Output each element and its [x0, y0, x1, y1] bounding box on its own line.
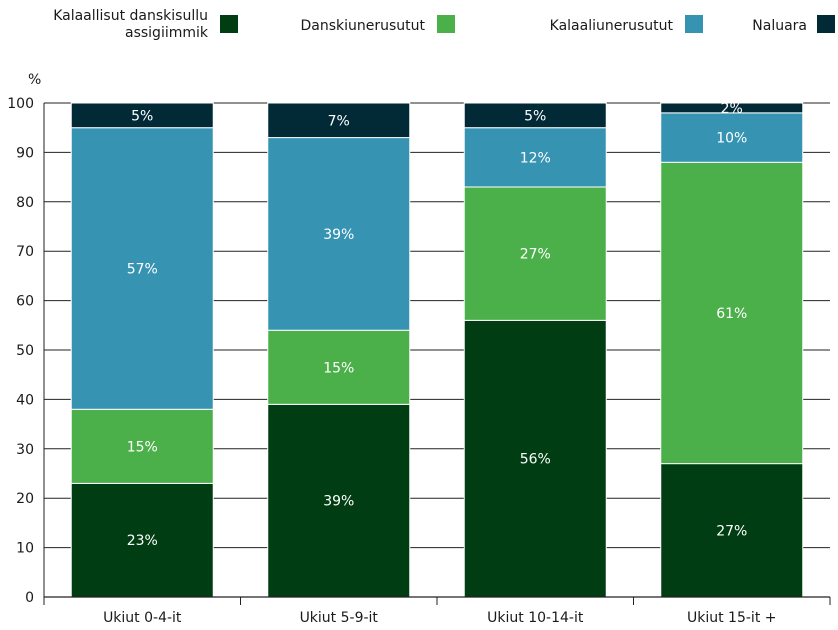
legend-label: assigiimmik	[125, 25, 209, 41]
data-label: 15%	[323, 360, 354, 376]
data-label: 57%	[127, 261, 158, 277]
bar-segment	[463, 319, 607, 598]
data-label: 5%	[131, 108, 153, 124]
bar-segment	[70, 127, 214, 410]
data-label: 27%	[520, 247, 551, 263]
bar-segment	[660, 112, 804, 163]
data-label: 23%	[127, 533, 158, 549]
y-tick-label: 0	[25, 590, 34, 606]
y-tick-label: 20	[16, 491, 34, 507]
y-tick-label: 70	[16, 244, 34, 260]
data-label: 39%	[323, 494, 354, 510]
data-label: 15%	[127, 439, 158, 455]
axes: Ukiut 0-4-it Ukiut 5-9-it Ukiut 10-14-it Uk…	[43, 103, 831, 626]
bar-segment	[70, 482, 214, 598]
bars: 23% 15% 57% 5% 39% 15% 39% 7% 56% 27% 12% 5% 27% 61% 1…	[70, 101, 804, 598]
y-tick-label: 10	[16, 541, 34, 557]
x-tick-label: Ukiut 15-it +	[687, 610, 776, 626]
x-tick-label: Ukiut 0-4-it	[103, 610, 182, 626]
y-tick-label: 90	[16, 145, 34, 161]
data-label: 27%	[716, 523, 747, 539]
x-tick-label: Ukiut 5-9-it	[300, 610, 379, 626]
x-tick-label: Ukiut 10-14-it	[487, 610, 584, 626]
bar-segment	[267, 329, 411, 405]
y-tick-label: 80	[16, 195, 34, 211]
legend-label: Danskiunerusutut	[300, 18, 425, 34]
legend-swatch	[817, 15, 835, 33]
data-label: 56%	[520, 452, 551, 468]
bar-segment	[70, 408, 214, 484]
legend-swatch	[685, 15, 703, 33]
legend-label: Kalaallisut danskisullu	[53, 8, 208, 24]
data-label: 5%	[524, 108, 546, 124]
bar-segment	[267, 102, 411, 139]
data-label: 7%	[328, 113, 350, 129]
bar-segment	[463, 127, 607, 188]
legend-item: Naluara	[752, 15, 835, 34]
legend-label: Naluara	[752, 18, 807, 34]
legend-swatch	[437, 15, 455, 33]
bar-segment	[463, 102, 607, 129]
bar-segment	[267, 403, 411, 598]
data-label: 39%	[323, 227, 354, 243]
legend-item: Danskiunerusutut	[300, 15, 455, 34]
y-tick-label: 40	[16, 392, 34, 408]
legend-label: Kalaaliunerusutut	[550, 18, 674, 34]
bar-segment	[660, 463, 804, 598]
y-tick-label: 60	[16, 294, 34, 310]
data-label: 10%	[716, 131, 747, 147]
bar-segment	[70, 102, 214, 129]
bar-segment	[267, 137, 411, 331]
y-axis-label: %	[28, 72, 41, 88]
data-label: 12%	[520, 150, 551, 166]
data-label: 2%	[721, 101, 743, 117]
bar-segment	[660, 102, 804, 114]
legend-item: Kalaaliunerusutut	[550, 15, 703, 34]
bar-segment	[463, 186, 607, 321]
y-tick-label: 50	[16, 343, 34, 359]
y-tick-label: 30	[16, 442, 34, 458]
bar-segment	[660, 161, 804, 465]
legend-swatch	[220, 15, 238, 33]
y-tick-label: 100	[7, 96, 34, 112]
data-label: 61%	[716, 306, 747, 322]
